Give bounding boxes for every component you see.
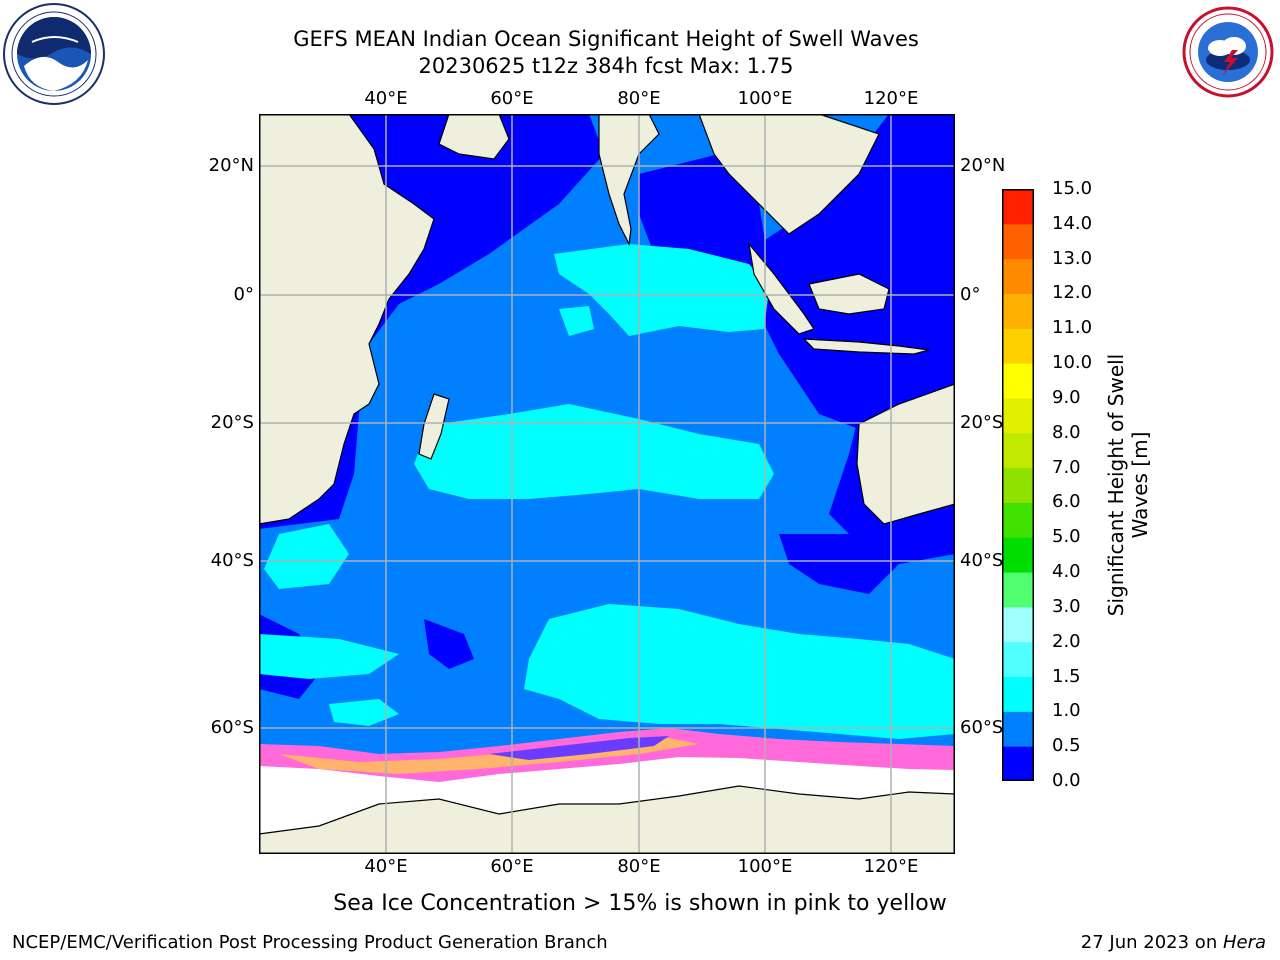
lat-tick-left: 60°S <box>210 717 254 738</box>
colorbar-tick-label: 2.0 <box>1052 630 1081 652</box>
colorbar-swatch <box>1002 746 1034 781</box>
colorbar-swatch <box>1002 432 1034 469</box>
moderate-swell-zones <box>259 244 955 739</box>
lat-tick-left: 0° <box>233 284 254 305</box>
colorbar-swatch <box>1002 189 1034 225</box>
chart-subtitle: 20230625 t12z 384h fcst Max: 1.75 <box>418 54 794 78</box>
lat-tick-right: 20°S <box>960 412 1004 433</box>
lat-tick-right: 60°S <box>960 717 1004 738</box>
noaa-logo-icon <box>3 3 105 105</box>
lon-tick-top: 80°E <box>617 88 661 109</box>
colorbar-title-line1: Significant Height of Swell <box>1104 353 1128 617</box>
colorbar-tick-label: 3.0 <box>1052 595 1081 617</box>
sea-ice-fringe <box>259 728 955 789</box>
lat-tick-right: 0° <box>960 284 981 305</box>
footer-credit: NCEP/EMC/Verification Post Processing Pr… <box>12 932 608 953</box>
colorbar <box>1002 189 1034 781</box>
colorbar-tick-label: 6.0 <box>1052 491 1081 513</box>
lon-tick-top: 60°E <box>490 88 534 109</box>
lat-tick-right: 40°S <box>960 550 1004 571</box>
colorbar-tick-label: 11.0 <box>1052 317 1093 339</box>
colorbar-swatch <box>1002 537 1034 573</box>
colorbar-tick-label: 12.0 <box>1052 282 1093 304</box>
lon-tick-bottom: 120°E <box>863 856 919 877</box>
colorbar-swatch <box>1002 293 1034 329</box>
lon-tick-top: 100°E <box>737 88 793 109</box>
swell-height-map <box>259 114 955 854</box>
colorbar-tick-label: 7.0 <box>1052 456 1081 478</box>
colorbar-swatch <box>1002 467 1034 503</box>
colorbar-tick-label: 5.0 <box>1052 526 1081 548</box>
colorbar-swatch <box>1002 328 1034 364</box>
colorbar-tick-label: 8.0 <box>1052 421 1081 443</box>
lon-tick-top: 40°E <box>364 88 408 109</box>
map-frame <box>259 114 955 854</box>
land-masses <box>259 114 955 854</box>
footer-machine: Hera <box>1222 932 1266 953</box>
caption: Sea Ice Concentration > 15% is shown in … <box>0 891 1280 916</box>
colorbar-swatch <box>1002 711 1034 747</box>
colorbar-swatch <box>1002 676 1034 712</box>
colorbar-swatch <box>1002 363 1034 399</box>
chart-title: GEFS MEAN Indian Ocean Significant Heigh… <box>293 27 919 51</box>
nws-logo-icon <box>1182 6 1274 98</box>
lat-tick-left: 40°S <box>210 550 254 571</box>
lon-tick-bottom: 60°E <box>490 856 534 877</box>
lon-tick-bottom: 80°E <box>617 856 661 877</box>
lat-tick-left: 20°S <box>210 412 254 433</box>
colorbar-tick-label: 14.0 <box>1052 212 1093 234</box>
colorbar-tick-label: 1.0 <box>1052 700 1081 722</box>
lat-tick-left: 20°N <box>208 155 254 176</box>
colorbar-tick-label: 15.0 <box>1052 178 1093 199</box>
colorbar-swatch <box>1002 606 1034 643</box>
footer-date-text: 27 Jun 2023 on <box>1080 932 1223 953</box>
colorbar-tick-label: 0.0 <box>1052 770 1081 791</box>
colorbar-tick-label: 10.0 <box>1052 352 1093 374</box>
footer-date: 27 Jun 2023 on Hera <box>1081 932 1266 953</box>
colorbar-tick-label: 13.0 <box>1052 247 1093 269</box>
colorbar-swatch <box>1002 502 1034 538</box>
colorbar-tick-label: 4.0 <box>1052 561 1081 583</box>
graticule <box>259 114 955 854</box>
colorbar-title: Significant Height of Swell Waves [m] <box>1104 354 1152 616</box>
colorbar-tick-label: 9.0 <box>1052 386 1081 408</box>
colorbar-tick-label: 0.5 <box>1052 735 1081 757</box>
colorbar-tick-label: 1.5 <box>1052 665 1081 687</box>
colorbar-swatch <box>1002 397 1034 434</box>
lon-tick-top: 120°E <box>863 88 919 109</box>
colorbar-swatch <box>1002 572 1034 608</box>
colorbar-swatch <box>1002 258 1034 294</box>
colorbar-title-line2: Waves [m] <box>1128 431 1152 539</box>
lat-tick-right: 20°N <box>960 155 1006 176</box>
lon-tick-bottom: 40°E <box>364 856 408 877</box>
lon-tick-bottom: 100°E <box>737 856 793 877</box>
colorbar-swatch <box>1002 641 1034 678</box>
colorbar-swatch <box>1002 223 1034 260</box>
caption-text: Sea Ice Concentration > 15% is shown in … <box>333 891 947 916</box>
